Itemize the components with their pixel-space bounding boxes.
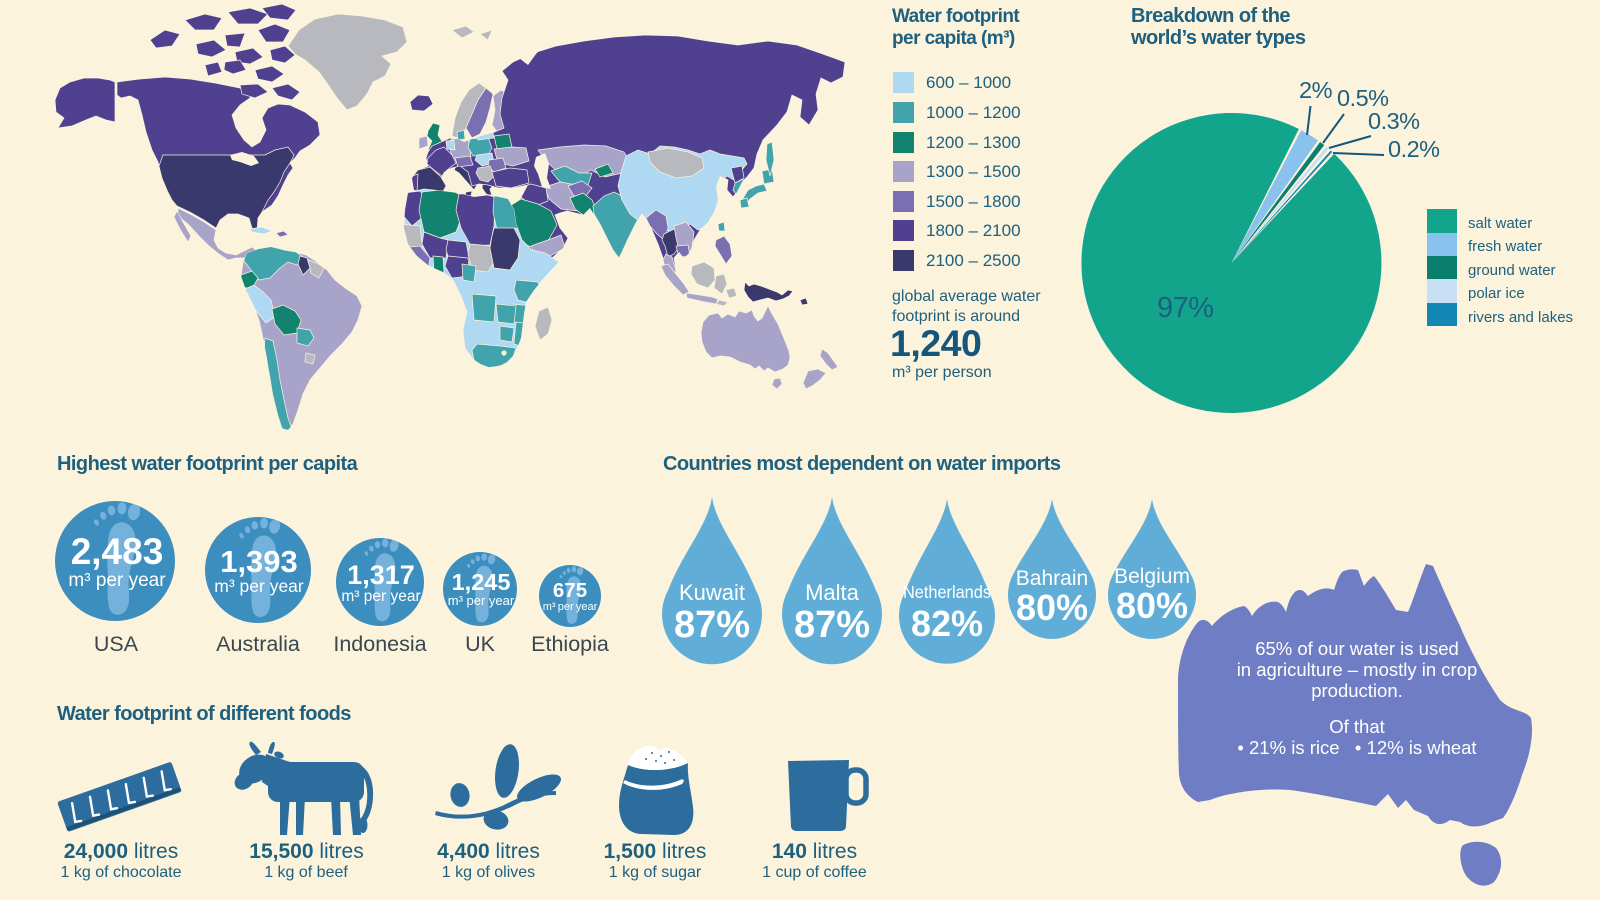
svg-text:Australia: Australia xyxy=(216,632,300,656)
svg-text:1,245: 1,245 xyxy=(452,569,511,595)
svg-text:in agriculture – mostly in cro: in agriculture – mostly in crop xyxy=(1237,659,1478,680)
svg-text:Malta: Malta xyxy=(805,580,860,605)
svg-text:m³ per year: m³ per year xyxy=(68,570,166,591)
svg-text:USA: USA xyxy=(94,632,139,656)
svg-text:Bahrain: Bahrain xyxy=(1016,567,1088,590)
svg-text:m³ per year: m³ per year xyxy=(341,588,420,605)
svg-text:UK: UK xyxy=(465,632,496,656)
svg-text:Indonesia: Indonesia xyxy=(333,632,426,656)
svg-text:Netherlands: Netherlands xyxy=(903,582,991,602)
svg-text:675: 675 xyxy=(553,579,587,602)
svg-text:Of that: Of that xyxy=(1329,716,1385,737)
svg-text:m³ per year: m³ per year xyxy=(448,593,515,608)
svg-text:1,317: 1,317 xyxy=(347,560,415,590)
svg-text:2,483: 2,483 xyxy=(71,531,164,572)
svg-text:• 21% is rice • 12% is wheat: • 21% is rice • 12% is wheat xyxy=(1237,737,1476,758)
svg-text:Ethiopia: Ethiopia xyxy=(531,632,609,656)
svg-text:87%: 87% xyxy=(674,604,750,646)
svg-text:87%: 87% xyxy=(794,604,870,646)
svg-text:80%: 80% xyxy=(1116,585,1188,626)
svg-text:65% of our water is used: 65% of our water is used xyxy=(1255,638,1459,659)
svg-text:80%: 80% xyxy=(1016,587,1088,628)
svg-text:m³ per year: m³ per year xyxy=(543,601,598,613)
svg-text:production.: production. xyxy=(1311,680,1403,701)
svg-text:Kuwait: Kuwait xyxy=(679,580,745,605)
svg-text:m³ per year: m³ per year xyxy=(214,576,304,596)
svg-text:Belgium: Belgium xyxy=(1114,565,1190,588)
svg-text:1,393: 1,393 xyxy=(220,544,298,579)
svg-text:82%: 82% xyxy=(911,603,983,644)
